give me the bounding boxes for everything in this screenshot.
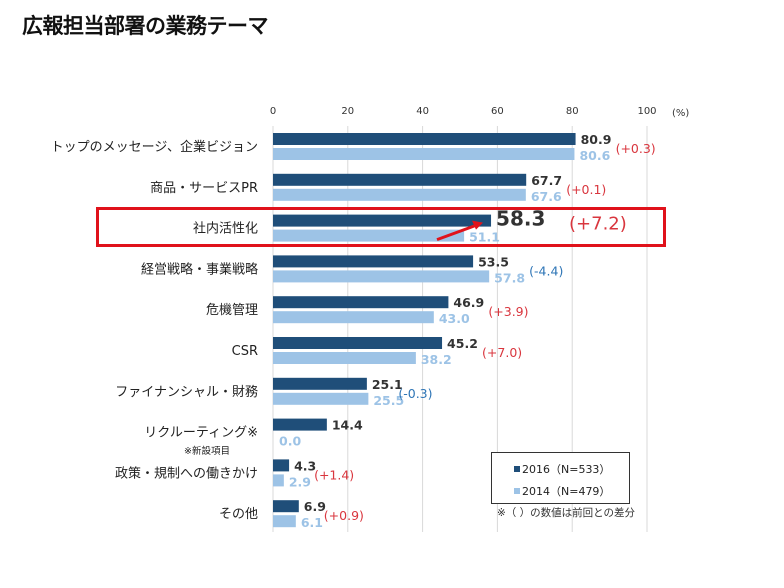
x-tick-label: 40 — [416, 106, 429, 117]
value-label-2014: 38.2 — [421, 352, 452, 367]
diff-label: (+7.0) — [482, 345, 522, 360]
bar-2014 — [273, 229, 465, 242]
category-label: 政策・規制への働きかけ — [115, 465, 258, 481]
bar-2016 — [273, 500, 299, 513]
value-label-2014: 6.1 — [301, 515, 323, 530]
bar-2016 — [273, 173, 527, 186]
value-label-2016: 6.9 — [304, 499, 326, 514]
diff-label: (+0.3) — [616, 141, 656, 156]
value-label-2014: 57.8 — [494, 270, 525, 285]
x-tick-label: 20 — [341, 106, 354, 117]
value-label-2014: 51.1 — [469, 230, 500, 245]
value-label-2014: 43.0 — [439, 311, 470, 326]
legend-swatch — [514, 466, 520, 472]
value-label-2016: 25.1 — [372, 377, 403, 392]
x-tick-label: 100 — [637, 106, 656, 117]
bar-2014 — [273, 148, 575, 160]
value-label-2016: 4.3 — [294, 458, 316, 473]
bar-2016 — [273, 459, 290, 472]
unit-label: (%) — [672, 108, 689, 119]
bar-2016 — [273, 418, 327, 431]
diff-label: (-4.4) — [529, 263, 563, 278]
legend-item-2014: 2014（N=479） — [514, 483, 610, 499]
value-label-2016: 67.7 — [531, 173, 562, 188]
value-label-2016: 46.9 — [453, 295, 484, 310]
bar-2016 — [273, 377, 367, 390]
new-item-footnote: ※新設項目 — [184, 446, 230, 457]
bar-2014 — [273, 474, 284, 487]
category-label: 危機管理 — [206, 303, 258, 318]
x-tick-label: 0 — [270, 106, 276, 117]
highlight-arrow — [436, 223, 479, 242]
diff-label: (+7.2) — [569, 214, 627, 235]
category-label: リクルーティング※ — [144, 426, 258, 441]
value-label-2014: 2.9 — [289, 474, 311, 489]
diff-label: (+3.9) — [488, 304, 528, 319]
bar-2016 — [273, 214, 492, 227]
bar-2014 — [273, 311, 434, 324]
legend-swatch — [514, 488, 520, 494]
bar-2016 — [273, 255, 474, 268]
category-label: トップのメッセージ、企業ビジョン — [51, 139, 258, 155]
bar-2014 — [273, 515, 296, 528]
highlight-box — [96, 207, 666, 247]
value-label-2014: 80.6 — [579, 148, 610, 163]
chart-title: 広報担当部署の業務テーマ — [22, 14, 269, 38]
category-label: ファイナンシャル・財務 — [115, 385, 258, 400]
value-label-2016: 53.5 — [478, 254, 509, 269]
legend: 2016（N=533） 2014（N=479） — [491, 452, 630, 504]
bar-2016 — [273, 296, 449, 309]
bar-2016 — [273, 337, 443, 349]
diff-label: (-0.3) — [398, 386, 432, 401]
diff-label: (+0.1) — [566, 182, 606, 197]
value-label-2014: 0.0 — [279, 434, 301, 449]
legend-label: 2016（N=533） — [522, 463, 611, 476]
bar-2014 — [273, 188, 526, 201]
arrow-head — [472, 220, 483, 230]
value-label-2016: 14.4 — [332, 418, 363, 433]
bar-2014 — [273, 352, 416, 364]
legend-item-2016: 2016（N=533） — [514, 461, 610, 477]
value-label-2014: 25.5 — [373, 393, 404, 408]
value-label-2016: 80.9 — [581, 132, 612, 147]
x-tick-label: 60 — [491, 106, 504, 117]
diff-label: (+1.4) — [314, 467, 354, 482]
bar-2014 — [273, 270, 490, 283]
category-label: 社内活性化 — [193, 221, 258, 237]
category-label: 経営戦略・事業戦略 — [141, 261, 258, 277]
bar-2014 — [273, 392, 369, 405]
diff-label: (+0.9) — [324, 508, 364, 523]
category-label: 商品・サービスPR — [150, 181, 258, 196]
diff-note: ※（ ）の数値は前回との差分 — [497, 507, 636, 519]
x-tick-label: 80 — [566, 106, 579, 117]
legend-label: 2014（N=479） — [522, 485, 611, 498]
value-label-2014: 67.6 — [531, 189, 562, 204]
bar-2016 — [273, 133, 576, 145]
value-label-2016: 58.3 — [496, 207, 545, 231]
category-label: その他 — [219, 507, 258, 522]
value-label-2016: 45.2 — [447, 336, 478, 351]
category-label: CSR — [232, 344, 258, 359]
